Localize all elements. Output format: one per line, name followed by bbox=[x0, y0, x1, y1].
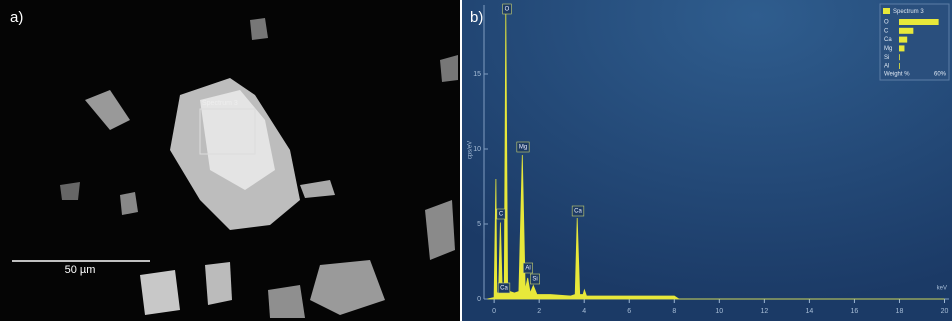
y-tick-label: 5 bbox=[477, 221, 481, 228]
peak-label: Ca bbox=[574, 209, 582, 215]
x-tick-label: 6 bbox=[627, 308, 631, 315]
y-tick-label: 10 bbox=[473, 146, 481, 153]
peak-label-box bbox=[497, 282, 511, 294]
peak-label-box bbox=[516, 141, 530, 153]
panel-label: b) bbox=[470, 9, 483, 26]
inset-bar bbox=[899, 63, 900, 69]
inset-bar bbox=[899, 19, 939, 25]
peak-label-box bbox=[502, 3, 512, 15]
region-label: Spectrum 3 bbox=[202, 100, 238, 107]
inset-category: Al bbox=[884, 64, 889, 70]
inset-bar bbox=[899, 36, 908, 43]
sem-image bbox=[0, 0, 460, 321]
x-tick-label: 8 bbox=[672, 308, 676, 315]
peak-label: Ca bbox=[500, 286, 508, 292]
x-tick-label: 16 bbox=[851, 308, 859, 315]
inset-category: C bbox=[884, 28, 889, 34]
x-tick-label: 4 bbox=[582, 308, 586, 315]
x-axis-label: keV bbox=[937, 286, 947, 292]
inset-box bbox=[879, 3, 950, 81]
peak-label: C bbox=[499, 212, 504, 218]
peak-label: O bbox=[505, 7, 510, 13]
panel-label: a) bbox=[10, 9, 23, 26]
x-tick-label: 12 bbox=[760, 308, 768, 315]
spectrum-background bbox=[462, 0, 952, 321]
inset-category: Ca bbox=[884, 37, 892, 43]
peak-label-box bbox=[523, 262, 533, 274]
x-tick-label: 0 bbox=[492, 308, 496, 315]
y-tick-label: 0 bbox=[477, 296, 481, 303]
peak-label-box bbox=[571, 205, 585, 217]
inset-bar bbox=[899, 45, 905, 52]
peak-label: Si bbox=[532, 277, 537, 283]
inset-bar bbox=[899, 54, 900, 61]
x-tick-label: 20 bbox=[941, 308, 949, 315]
inset-bar bbox=[899, 27, 914, 34]
inset-tick-label: 60% bbox=[934, 72, 947, 78]
x-tick-label: 10 bbox=[715, 308, 723, 315]
y-axis-label: cps/eV bbox=[468, 141, 474, 159]
peak-label: Al bbox=[525, 266, 530, 272]
inset-category: O bbox=[884, 20, 889, 26]
y-tick-label: 15 bbox=[473, 71, 481, 78]
peak-label: Mg bbox=[519, 145, 527, 151]
legend-swatch bbox=[883, 8, 890, 14]
peak-label-box bbox=[530, 273, 540, 285]
spectrum bbox=[487, 7, 945, 300]
x-tick-label: 18 bbox=[896, 308, 904, 315]
scale-bar-label: 50 µm bbox=[65, 264, 96, 276]
inset-category: Si bbox=[884, 55, 889, 61]
x-tick-label: 14 bbox=[805, 308, 813, 315]
x-tick-label: 2 bbox=[537, 308, 541, 315]
peak-label-box bbox=[496, 208, 506, 220]
inset-category: Mg bbox=[884, 46, 892, 52]
inset-axis-label: Weight % bbox=[884, 72, 910, 78]
legend-label: Spectrum 3 bbox=[893, 9, 924, 15]
